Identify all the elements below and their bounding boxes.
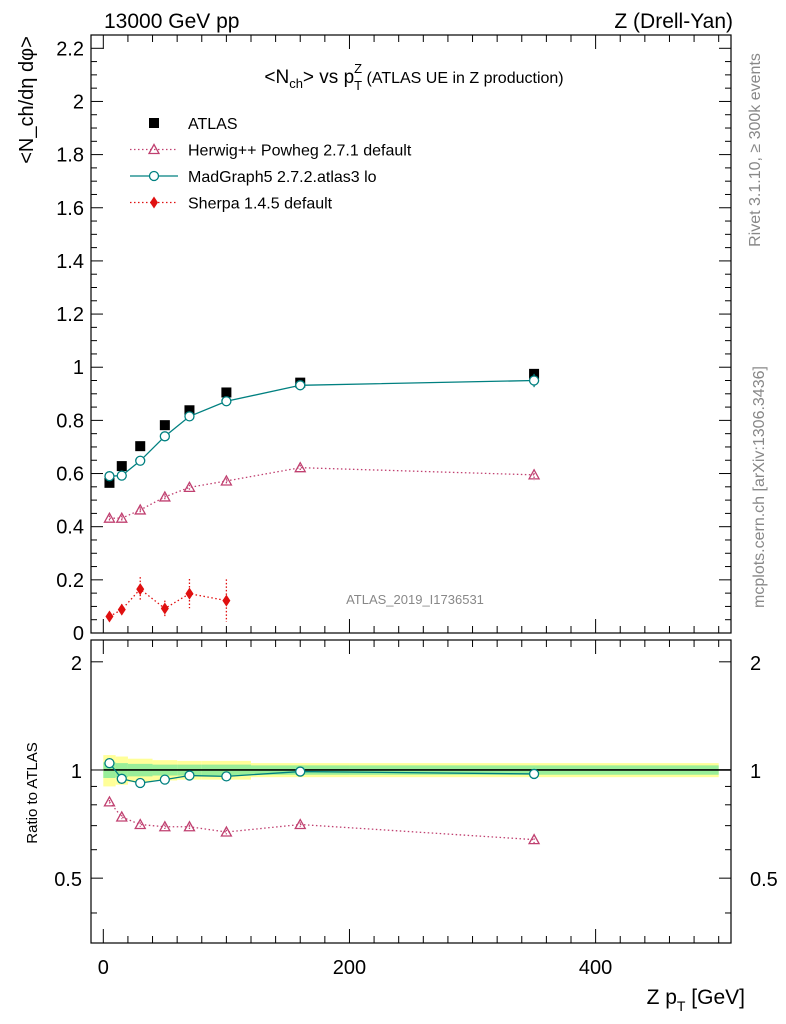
ratio-madgraph5-2-7-2-atlas3-lo-point — [135, 777, 146, 789]
main-herwig-powheg-2-7-1-default-line — [109, 467, 535, 519]
ratio-uncertainty-bands — [103, 755, 731, 787]
ratio-herwig-powheg-2-7-1-default-point — [158, 820, 171, 832]
ratio-madgraph5-2-7-2-atlas3-lo-point — [528, 768, 540, 780]
main-y-tick-label: 0.6 — [56, 464, 84, 486]
main-y-tick-label: 1.2 — [56, 304, 84, 326]
x-tick-label: 200 — [333, 957, 366, 979]
main-atlas-point — [135, 441, 146, 452]
legend-herwig-powheg-2-7-1-default-marker — [147, 143, 161, 155]
main-herwig-powheg-2-7-1-default-point — [115, 511, 128, 523]
main-madgraph5-2-7-2-atlas3-lo-point — [295, 380, 306, 391]
main-atlas-point — [159, 420, 170, 431]
process-label: Z (Drell-Yan) — [614, 10, 733, 33]
main-sherpa-1-4-5-default-line — [109, 588, 227, 618]
analysis-watermark: ATLAS_2019_I1736531 — [346, 592, 484, 607]
legend-atlas-label: ATLAS — [188, 116, 238, 133]
main-atlas-point — [221, 387, 232, 398]
main-panel-frame — [90, 34, 732, 634]
x-tick-label: 0 — [98, 957, 109, 979]
ratio-madgraph5-2-7-2-atlas3-lo-point — [104, 757, 115, 769]
main-atlas-point — [184, 405, 195, 416]
ratio-series-group — [103, 757, 541, 845]
ratio-y-axis-label: Ratio to ATLAS — [24, 742, 41, 843]
main-madgraph5-2-7-2-atlas3-lo-point — [528, 375, 540, 386]
main-madgraph5-2-7-2-atlas3-lo-point — [159, 431, 170, 442]
ratio-herwig-powheg-2-7-1-default-point — [294, 818, 307, 830]
ratio-y-tick-label-left: 2 — [71, 653, 82, 675]
main-sherpa-1-4-5-default-point — [105, 610, 114, 623]
x-tick-label: 400 — [579, 957, 612, 979]
main-y-tick-label: 0 — [73, 623, 84, 645]
main-y-axis-label: <N_ch/dη dφ> — [16, 36, 38, 164]
rivet-version-label: Rivet 3.1.10, ≥ 300k events — [747, 53, 764, 247]
legend-madgraph5-2-7-2-atlas3-lo-marker — [148, 170, 160, 182]
legend-sherpa-1-4-5-default-label: Sherpa 1.4.5 default — [188, 196, 333, 213]
main-herwig-powheg-2-7-1-default-point — [527, 468, 541, 480]
plot-title: <Nch> vs pTZ (ATLAS UE in Z production) — [264, 61, 563, 93]
legend: ATLAS Herwig++ Powheg 2.7.1 default MadGra… — [130, 116, 412, 213]
main-madgraph5-2-7-2-atlas3-lo-point — [116, 470, 127, 481]
main-herwig-powheg-2-7-1-default-point — [103, 511, 116, 523]
main-atlas-point — [116, 461, 127, 472]
ratio-madgraph5-2-7-2-atlas3-lo-point — [116, 773, 127, 784]
main-sherpa-1-4-5-default-point — [185, 587, 194, 600]
main-y-tick-label: 1 — [73, 357, 84, 379]
main-sherpa-1-4-5-default-point — [136, 583, 145, 596]
x-axis-label: Z pT [GeV] — [647, 986, 745, 1014]
legend-madgraph5-2-7-2-atlas3-lo-label: MadGraph5 2.7.2.atlas3 lo — [188, 169, 377, 186]
ratio-herwig-powheg-2-7-1-default-point — [183, 820, 196, 832]
main-sherpa-1-4-5-default-point — [117, 603, 126, 616]
source-label: mcplots.cern.ch [arXiv:1306.3436] — [751, 366, 768, 608]
main-madgraph5-2-7-2-atlas3-lo-point — [221, 396, 232, 407]
ratio-madgraph5-2-7-2-atlas3-lo-point — [159, 774, 170, 785]
main-madgraph5-2-7-2-atlas3-lo-point — [135, 455, 146, 466]
main-y-tick-label: 2.2 — [56, 38, 84, 60]
energy-label: 13000 GeV pp — [104, 10, 239, 33]
ratio-herwig-powheg-2-7-1-default-point — [115, 810, 128, 822]
legend-sherpa-1-4-5-default-marker — [150, 196, 158, 209]
main-y-tick-label: 1.6 — [56, 198, 84, 220]
main-herwig-powheg-2-7-1-default-point — [158, 490, 171, 502]
main-herwig-powheg-2-7-1-default-point — [294, 461, 307, 473]
main-sherpa-1-4-5-default-point — [222, 594, 231, 607]
ratio-herwig-powheg-2-7-1-default-point — [134, 818, 147, 830]
legend-herwig-powheg-2-7-1-default-label: Herwig++ Powheg 2.7.1 default — [188, 143, 412, 160]
main-y-tick-label: 2 — [73, 91, 84, 113]
axis-ticks: 0 0.2 0.4 0.6 0.8 1 1.2 1.4 1.6 1.8 2 2.2 0 200 400 0.5… — [54, 35, 778, 979]
main-y-tick-label: 0.2 — [56, 570, 84, 592]
main-series-group — [103, 368, 541, 623]
main-madgraph5-2-7-2-atlas3-lo-point — [104, 471, 115, 482]
legend-atlas-marker — [149, 118, 159, 128]
main-herwig-powheg-2-7-1-default-point — [183, 481, 196, 493]
main-sherpa-1-4-5-default-point — [160, 602, 169, 615]
ratio-herwig-powheg-2-7-1-default-point — [527, 833, 541, 845]
ratio-madgraph5-2-7-2-atlas3-lo-point — [295, 766, 306, 777]
main-y-tick-label: 0.4 — [56, 517, 84, 539]
ratio-y-tick-label-right: 1 — [750, 761, 761, 783]
ratio-panel-frame — [90, 639, 732, 944]
main-y-tick-label: 1.8 — [56, 145, 84, 167]
main-madgraph5-2-7-2-atlas3-lo-point — [184, 411, 195, 422]
ratio-herwig-powheg-2-7-1-default-point — [220, 825, 233, 837]
main-y-tick-label: 1.4 — [56, 251, 84, 273]
main-herwig-powheg-2-7-1-default-point — [134, 503, 147, 515]
main-madgraph5-2-7-2-atlas3-lo-line — [109, 379, 535, 477]
ratio-herwig-powheg-2-7-1-default-line — [108, 801, 535, 841]
ratio-madgraph5-2-7-2-atlas3-lo-point — [184, 770, 195, 781]
ratio-y-tick-label-left: 0.5 — [54, 869, 82, 891]
ratio-madgraph5-2-7-2-atlas3-lo-point — [221, 771, 232, 782]
ratio-herwig-powheg-2-7-1-default-point — [103, 795, 116, 807]
main-atlas-point — [104, 477, 115, 488]
main-y-tick-label: 0.8 — [56, 410, 84, 432]
ratio-y-tick-label-left: 1 — [71, 761, 82, 783]
ratio-y-tick-label-right: 0.5 — [750, 869, 778, 891]
main-herwig-powheg-2-7-1-default-point — [220, 474, 233, 486]
ratio-y-tick-label-right: 2 — [750, 653, 761, 675]
